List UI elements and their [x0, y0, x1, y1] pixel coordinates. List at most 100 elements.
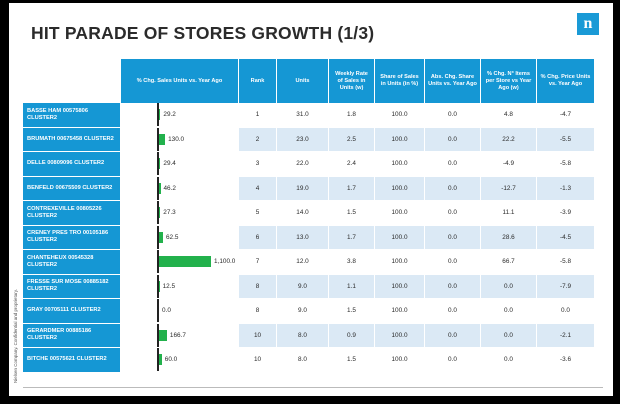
price-chg-cell: -5.8 — [537, 250, 595, 275]
price-chg-cell: -1.3 — [537, 176, 595, 201]
store-name-cell: CONTREXEVILLE 00805226 CLUSTER2 — [23, 201, 121, 226]
pct-chg-bar-axis: 62.5 — [157, 225, 238, 249]
pct-chg-cell: 60.0 — [121, 348, 239, 373]
share-cell: 100.0 — [375, 250, 425, 275]
units-cell: 8.0 — [277, 348, 329, 373]
table-row: CRENEY PRES TRO 00105186 CLUSTER2 62.5 6 13… — [23, 225, 595, 250]
units-cell: 19.0 — [277, 176, 329, 201]
pct-chg-cell: 130.0 — [121, 127, 239, 152]
pct-chg-value: 29.2 — [163, 111, 176, 119]
abs-chg-cell: 0.0 — [425, 299, 481, 324]
pct-chg-cell: 1,100.0 — [121, 250, 239, 275]
table-row: GERARDMER 00885186 CLUSTER2 166.7 10 8.0 0.9… — [23, 323, 595, 348]
pct-chg-bar-axis: 27.3 — [157, 201, 238, 225]
header-row: % Chg. Sales Units vs. Year Ago Rank Uni… — [23, 59, 595, 103]
items-per-store-cell: 11.1 — [481, 201, 537, 226]
pct-chg-bar-axis: 29.4 — [157, 152, 238, 176]
items-per-store-cell: 66.7 — [481, 250, 537, 275]
header-share: Share of Sales in Units (in %) — [375, 59, 425, 103]
rank-cell: 7 — [239, 250, 277, 275]
header-price-chg: % Chg. Price Units vs. Year Ago — [537, 59, 595, 103]
share-cell: 100.0 — [375, 176, 425, 201]
pct-chg-bar-axis: 12.5 — [157, 274, 238, 298]
items-per-store-cell: -4.9 — [481, 152, 537, 177]
items-per-store-cell: 28.6 — [481, 225, 537, 250]
weekly-rate-cell: 2.5 — [329, 127, 375, 152]
pct-chg-cell: 46.2 — [121, 176, 239, 201]
table-row: BRUMATH 00675458 CLUSTER2 130.0 2 23.0 2.5 10… — [23, 127, 595, 152]
pct-chg-cell: 12.5 — [121, 274, 239, 299]
units-cell: 23.0 — [277, 127, 329, 152]
page-title: HIT PARADE OF STORES GROWTH (1/3) — [31, 23, 375, 43]
bottom-divider — [23, 387, 603, 388]
units-cell: 22.0 — [277, 152, 329, 177]
abs-chg-cell: 0.0 — [425, 225, 481, 250]
price-chg-cell: -3.9 — [537, 201, 595, 226]
abs-chg-cell: 0.0 — [425, 274, 481, 299]
header-items-per-store: % Chg. N° Items per Store vs Year Ago (w… — [481, 59, 537, 103]
pct-chg-bar-axis: 46.2 — [157, 176, 238, 200]
pct-chg-cell: 62.5 — [121, 225, 239, 250]
units-cell: 13.0 — [277, 225, 329, 250]
units-cell: 14.0 — [277, 201, 329, 226]
table-row: GRAY 00705111 CLUSTER2 0.0 8 9.0 1.5 100.0 0.0… — [23, 299, 595, 324]
units-cell: 9.0 — [277, 274, 329, 299]
table-row: FRESSE SUR MOSE 00885182 CLUSTER2 12.5 8 9.… — [23, 274, 595, 299]
slide: HIT PARADE OF STORES GROWTH (1/3) n Niel… — [9, 3, 613, 396]
items-per-store-cell: 0.0 — [481, 299, 537, 324]
pct-chg-value: 166.7 — [169, 331, 186, 339]
abs-chg-cell: 0.0 — [425, 250, 481, 275]
items-per-store-cell: 0.0 — [481, 274, 537, 299]
store-name-cell: FRESSE SUR MOSE 00885182 CLUSTER2 — [23, 274, 121, 299]
weekly-rate-cell: 1.7 — [329, 225, 375, 250]
share-cell: 100.0 — [375, 274, 425, 299]
pct-chg-bar — [159, 182, 161, 194]
pct-chg-value: 27.3 — [163, 209, 176, 217]
rank-cell: 8 — [239, 274, 277, 299]
abs-chg-cell: 0.0 — [425, 127, 481, 152]
pct-chg-bar — [159, 109, 161, 121]
header-store-blank — [23, 59, 121, 103]
pct-chg-bar — [159, 231, 163, 243]
pct-chg-bar-axis: 130.0 — [157, 127, 238, 151]
abs-chg-cell: 0.0 — [425, 103, 481, 128]
price-chg-cell: -5.5 — [537, 127, 595, 152]
rank-cell: 10 — [239, 348, 277, 373]
price-chg-cell: -4.7 — [537, 103, 595, 128]
price-chg-cell: -2.1 — [537, 323, 595, 348]
pct-chg-bar — [159, 256, 211, 268]
share-cell: 100.0 — [375, 127, 425, 152]
share-cell: 100.0 — [375, 323, 425, 348]
share-cell: 100.0 — [375, 299, 425, 324]
abs-chg-cell: 0.0 — [425, 348, 481, 373]
items-per-store-cell: 0.0 — [481, 323, 537, 348]
weekly-rate-cell: 2.4 — [329, 152, 375, 177]
rank-cell: 5 — [239, 201, 277, 226]
rank-cell: 1 — [239, 103, 277, 128]
price-chg-cell: -3.6 — [537, 348, 595, 373]
pct-chg-bar-axis: 29.2 — [157, 103, 238, 127]
items-per-store-cell: 22.2 — [481, 127, 537, 152]
weekly-rate-cell: 1.7 — [329, 176, 375, 201]
header-rank: Rank — [239, 59, 277, 103]
rank-cell: 4 — [239, 176, 277, 201]
pct-chg-value: 12.5 — [162, 282, 176, 290]
abs-chg-cell: 0.0 — [425, 176, 481, 201]
store-name-cell: CHANTEHEUX 00545328 CLUSTER2 — [23, 250, 121, 275]
weekly-rate-cell: 1.8 — [329, 103, 375, 128]
pct-chg-bar — [159, 133, 166, 145]
store-name-cell: GERARDMER 00885186 CLUSTER2 — [23, 323, 121, 348]
pct-chg-value: 62.5 — [166, 233, 179, 241]
price-chg-cell: -7.9 — [537, 274, 595, 299]
items-per-store-cell: 0.0 — [481, 348, 537, 373]
pct-chg-value: 29.4 — [163, 160, 176, 168]
pct-chg-bar — [159, 158, 161, 170]
confidential-note: Nielsen Company. Confidential and propri… — [13, 289, 18, 383]
share-cell: 100.0 — [375, 103, 425, 128]
weekly-rate-cell: 1.1 — [329, 274, 375, 299]
side-note: Nielsen Company. Confidential and propri… — [8, 273, 20, 383]
pct-chg-bar — [159, 207, 161, 219]
store-name-cell: BENFELD 00675509 CLUSTER2 — [23, 176, 121, 201]
pct-chg-cell: 29.4 — [121, 152, 239, 177]
price-chg-cell: -5.8 — [537, 152, 595, 177]
